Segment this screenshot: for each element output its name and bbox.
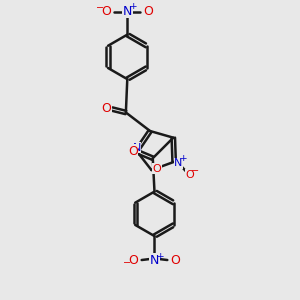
Text: N: N [174, 158, 183, 168]
Text: +: + [129, 2, 136, 11]
Text: O: O [129, 254, 139, 266]
Text: O: O [143, 5, 153, 18]
Text: +: + [156, 251, 164, 260]
Text: N: N [132, 142, 141, 153]
Text: O: O [101, 5, 111, 18]
Text: O: O [128, 145, 138, 158]
Text: −: − [191, 166, 199, 176]
Text: O: O [185, 169, 194, 180]
Text: O: O [152, 164, 161, 174]
Text: −: − [96, 3, 104, 14]
Text: N: N [150, 254, 159, 266]
Text: N: N [123, 5, 132, 18]
Text: −: − [123, 258, 131, 268]
Text: O: O [170, 254, 180, 266]
Text: +: + [179, 154, 187, 163]
Text: O: O [101, 102, 111, 115]
